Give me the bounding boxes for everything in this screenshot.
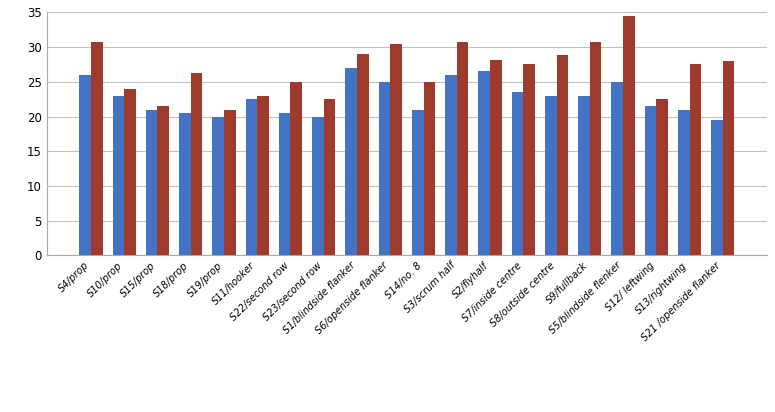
- Bar: [611, 82, 623, 255]
- Bar: [179, 113, 191, 255]
- Bar: [279, 113, 291, 255]
- Bar: [412, 110, 423, 255]
- Bar: [678, 110, 690, 255]
- Bar: [346, 68, 357, 255]
- Bar: [523, 64, 535, 255]
- Bar: [124, 89, 136, 255]
- Bar: [456, 42, 468, 255]
- Bar: [656, 99, 668, 255]
- Bar: [545, 96, 556, 255]
- Bar: [690, 64, 701, 255]
- Bar: [224, 110, 236, 255]
- Bar: [379, 82, 391, 255]
- Bar: [257, 96, 269, 255]
- Bar: [312, 117, 324, 255]
- Bar: [91, 42, 102, 255]
- Bar: [512, 92, 523, 255]
- Bar: [157, 106, 169, 255]
- Bar: [291, 82, 302, 255]
- Bar: [645, 106, 656, 255]
- Bar: [423, 82, 435, 255]
- Bar: [79, 75, 91, 255]
- Bar: [723, 61, 735, 255]
- Bar: [590, 42, 601, 255]
- Bar: [556, 56, 568, 255]
- Bar: [391, 44, 402, 255]
- Bar: [146, 110, 157, 255]
- Bar: [191, 73, 202, 255]
- Bar: [490, 60, 501, 255]
- Bar: [578, 96, 590, 255]
- Bar: [324, 99, 336, 255]
- Bar: [623, 16, 635, 255]
- Bar: [478, 71, 490, 255]
- Bar: [246, 99, 257, 255]
- Bar: [212, 117, 224, 255]
- Bar: [445, 75, 456, 255]
- Bar: [112, 96, 124, 255]
- Bar: [711, 120, 723, 255]
- Bar: [357, 54, 369, 255]
